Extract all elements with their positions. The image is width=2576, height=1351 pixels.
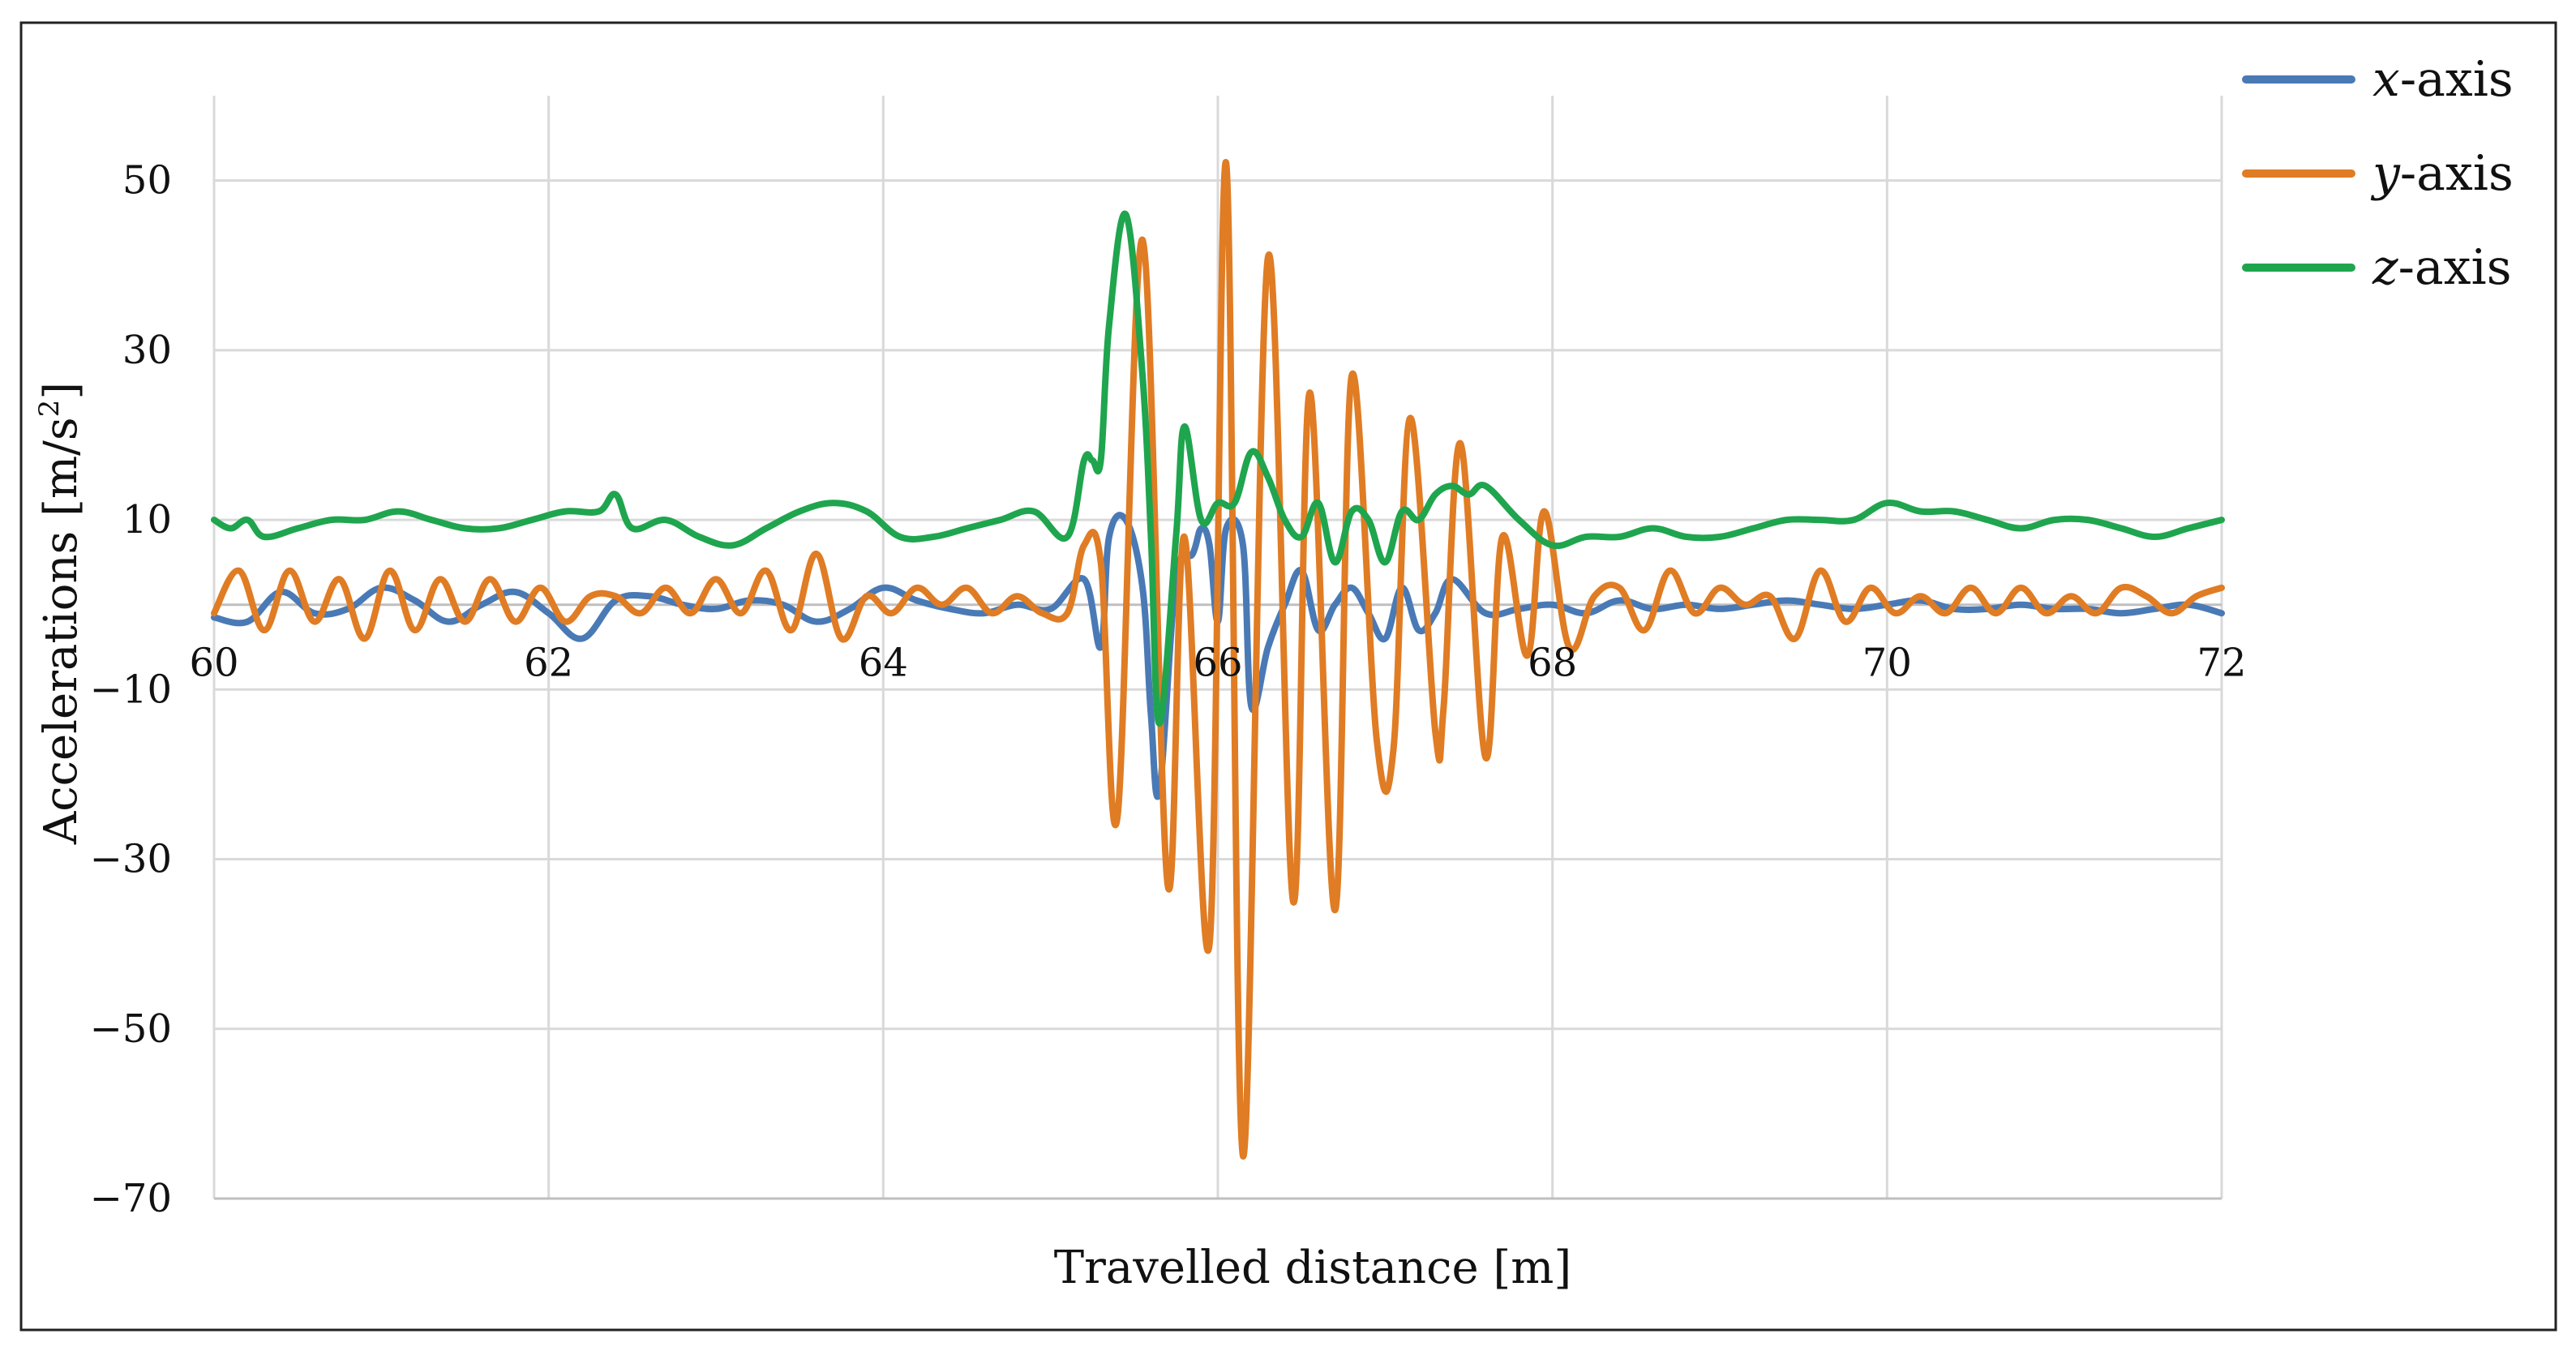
- y-tick-label: −50: [90, 1006, 172, 1052]
- y-tick-label: −10: [90, 667, 172, 712]
- legend-label-suffix: -axis: [2398, 239, 2512, 296]
- y-tick-label: 30: [122, 328, 172, 373]
- x-tick-label: 64: [859, 641, 908, 686]
- x-tick-label: 66: [1193, 641, 1242, 686]
- legend-label-variable: z: [2372, 239, 2398, 296]
- x-tick-label: 62: [524, 641, 573, 686]
- legend-label-y-axis: y-axis: [2370, 145, 2514, 202]
- series-line-y-axis: [211, 159, 2225, 1160]
- vertical-gridlines: [212, 96, 2223, 1199]
- series-lines: [211, 159, 2225, 1160]
- legend-label-suffix: -axis: [2400, 145, 2514, 202]
- y-axis-title-end: ]: [35, 382, 88, 400]
- x-tick-labels: 60 62 64 66 68 70 72: [189, 641, 2246, 686]
- y-tick-label: −30: [90, 837, 172, 882]
- legend-label-suffix: -axis: [2400, 51, 2514, 108]
- x-tick-label: 60: [189, 641, 238, 686]
- x-axis-title: Travelled distance [m]: [1054, 1242, 1571, 1294]
- legend-label-z-axis: z-axis: [2372, 239, 2512, 296]
- x-tick-label: 70: [1862, 641, 1912, 686]
- legend-label-x-axis: x-axis: [2372, 51, 2514, 108]
- y-axis-title-main: Accelerations [m/s: [35, 417, 88, 845]
- y-tick-labels: 50 30 10 −10 −30 −50 −70: [90, 158, 172, 1221]
- legend-label-variable: y: [2370, 145, 2401, 202]
- y-tick-label: 10: [122, 497, 172, 543]
- x-tick-label: 72: [2197, 641, 2246, 686]
- x-tick-label: 68: [1528, 641, 1577, 686]
- legend-label-variable: x: [2372, 51, 2400, 108]
- series-line-z-axis: [211, 210, 2225, 727]
- y-tick-label: 50: [122, 158, 172, 204]
- y-axis-title-superscript: 2: [33, 400, 66, 418]
- y-axis-title: Accelerations [m/s2]: [33, 382, 88, 845]
- chart-frame: [19, 21, 2557, 1332]
- y-tick-label: −70: [90, 1176, 172, 1221]
